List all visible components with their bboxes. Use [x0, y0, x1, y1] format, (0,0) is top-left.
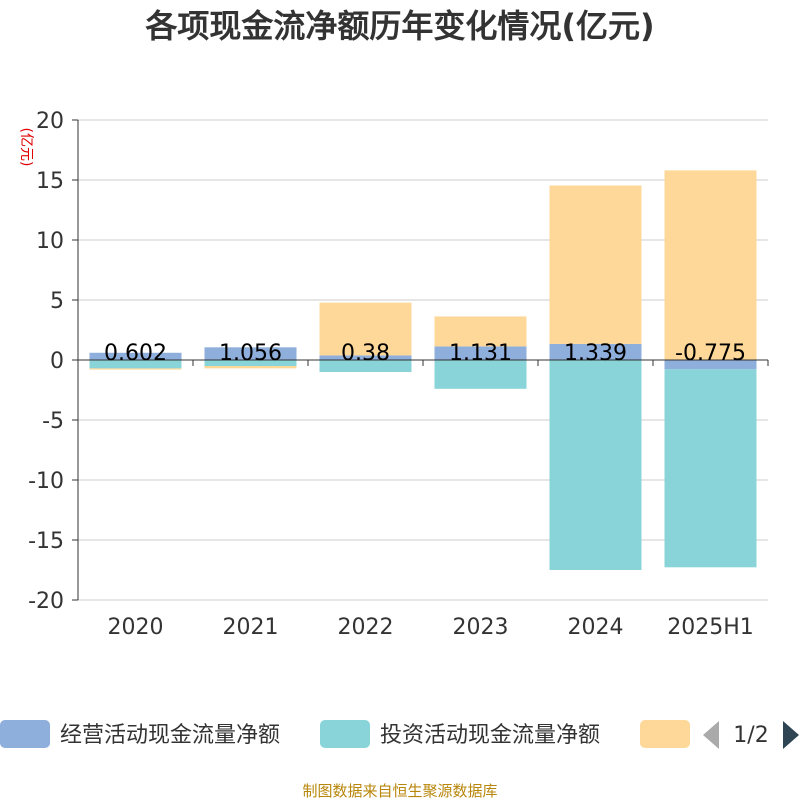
bar-2024-series-2[interactable] [549, 360, 642, 570]
legend-swatch-series-3[interactable] [640, 720, 690, 748]
bar-2025H1-series-3[interactable] [664, 170, 757, 360]
data-label: 0.602 [104, 341, 167, 366]
legend-next-page-icon[interactable] [783, 721, 799, 749]
y-tick-label: 0 [50, 349, 64, 374]
y-tick-label: -5 [42, 409, 64, 434]
bar-2021-series-3[interactable] [204, 366, 297, 369]
legend-label[interactable]: 投资活动现金流量净额 [380, 723, 600, 748]
x-tick-label: 2022 [338, 615, 394, 640]
x-tick-label: 2020 [108, 615, 164, 640]
bar-2020-series-1[interactable] [89, 352, 182, 360]
y-tick-label: 15 [36, 169, 64, 194]
x-tick-label: 2023 [453, 615, 509, 640]
bar-2023-series-3[interactable] [434, 316, 527, 347]
bar-2025H1-series-2[interactable] [664, 369, 757, 568]
y-tick-label: 10 [36, 229, 64, 254]
legend-page-indicator: 1/2 [733, 723, 768, 748]
bar-2020-series-2[interactable] [89, 360, 182, 369]
bar-2024-series-3[interactable] [549, 185, 642, 344]
bar-2020-series-3[interactable] [89, 368, 182, 370]
bar-group [89, 170, 757, 570]
bar-2021-series-1[interactable] [204, 347, 297, 360]
y-tick-label: 20 [36, 109, 64, 134]
axes: 20 15 10 5 0 -5 -10 -15 -20 2020 2021 2022 2023 2024 2… [28, 109, 769, 640]
bar-2022-series-1[interactable] [319, 355, 412, 360]
legend-swatch-series-2[interactable] [320, 720, 370, 748]
data-labels: 0.602 1.056 0.38 1.131 1.339 -0.775 [104, 341, 746, 366]
data-label: 1.131 [449, 341, 512, 366]
data-label: 1.339 [564, 341, 627, 366]
data-label: 1.056 [219, 341, 282, 366]
bar-2023-series-2[interactable] [434, 360, 527, 389]
x-tick-label: 2021 [223, 615, 279, 640]
chart-title: 各项现金流净额历年变化情况(亿元) [145, 7, 654, 45]
data-label: -0.775 [675, 341, 746, 366]
legend[interactable]: 经营活动现金流量净额 投资活动现金流量净额 1/2 [0, 720, 799, 749]
bar-2022-series-2[interactable] [319, 360, 412, 372]
x-tick-label: 2024 [568, 615, 624, 640]
bar-2021-series-2[interactable] [204, 360, 297, 366]
legend-swatch-series-1[interactable] [0, 720, 50, 748]
bar-2024-series-1[interactable] [549, 343, 642, 360]
y-tick-label: 5 [50, 289, 64, 314]
legend-prev-page-icon[interactable] [703, 721, 719, 749]
bar-2022-series-3[interactable] [319, 302, 412, 356]
bar-2025H1-series-1[interactable] [664, 360, 757, 370]
y-tick-label: -20 [28, 589, 64, 614]
data-label: 0.38 [341, 341, 390, 366]
y-tick-label: -15 [28, 529, 64, 554]
legend-label[interactable]: 经营活动现金流量净额 [60, 723, 280, 748]
bar-2023-series-1[interactable] [434, 346, 527, 360]
y-tick-label: -10 [28, 469, 64, 494]
x-tick-label: 2025H1 [667, 615, 754, 640]
y-axis-unit-label: (亿元) [18, 128, 34, 167]
source-footnote: 制图数据来自恒生聚源数据库 [302, 782, 497, 800]
